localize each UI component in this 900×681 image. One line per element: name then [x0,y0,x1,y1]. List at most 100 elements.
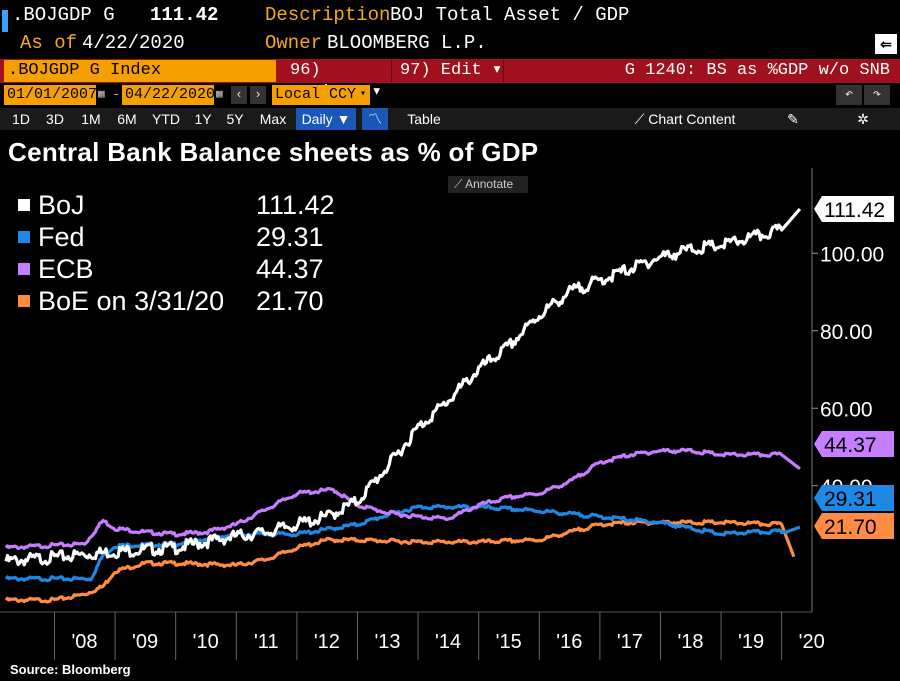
legend: BoJ 111.42 Fed 29.31 ECB 44.37 BoE on 3/… [8,180,348,320]
last-value-tag-label: 21.70 [824,516,877,539]
back-arrow-icon[interactable]: ⇐ [875,34,897,54]
legend-name: ECB [38,254,94,284]
legend-row-fed: Fed 29.31 [8,222,348,252]
series-line-fed [4,503,801,583]
end-date-input[interactable]: 04/22/2020 [122,85,215,105]
last-value-tag-label: 29.31 [824,488,877,511]
last-value-tag-bg [814,485,894,511]
last-value-tag-bg [814,431,894,457]
x-tick-label: '16 [556,631,582,653]
x-tick-label: '10 [193,631,219,653]
x-tick-label: '11 [254,631,279,653]
description: BOJ Total Asset / GDP [390,4,630,26]
chart-content-icon: ⟋ [634,111,649,127]
annotate-icon: ⟋ [454,177,466,191]
period-1y[interactable]: 1Y [194,111,212,127]
legend-row-boj: BoJ 111.42 [8,190,348,220]
as-of-label: As of [20,32,78,54]
x-tick-label: '14 [435,631,461,653]
x-tick-label: '20 [799,631,825,653]
x-tick-label: '13 [374,631,400,653]
x-tick-label: '12 [314,631,340,653]
y-tick-label: 80.00 [820,321,873,344]
period-5y[interactable]: 5Y [226,111,244,127]
chart-content-button[interactable]: ⟋ Chart Content [620,108,750,130]
chart-title: Central Bank Balance sheets as % of GDP [8,137,539,167]
prev-period-button[interactable]: ‹ [231,86,247,104]
toolbar: 1D 3D 1M 6M YTD 1Y 5Y Max Daily ▼ 〽 Tabl… [0,108,900,130]
owner-label: Owner [265,32,323,54]
y-tick-label: 100.00 [820,243,884,266]
x-tick-label: '09 [132,631,158,653]
chart-content-label: Chart Content [648,111,736,127]
last-value-tag-bg [814,196,894,222]
currency-select[interactable]: Local CCY ▾ [272,85,370,105]
start-date-input[interactable]: 01/01/2007 [4,85,97,105]
period-max[interactable]: Max [259,111,287,127]
calendar-icon[interactable]: ▦ [98,89,105,101]
last-value-tag-boe: 21.70 [814,513,894,539]
x-tick-label: '18 [677,631,703,653]
legend-value: 44.37 [256,254,324,284]
legend-swatch [18,263,30,275]
legend-name: BoE on 3/31/20 [38,286,225,316]
as-of-date: 4/22/2020 [82,32,185,54]
line-chart-icon[interactable]: 〽 [362,108,388,130]
next-period-button[interactable]: › [250,86,266,104]
y-tick-label: 60.00 [820,398,873,421]
last-value: 111.42 [150,4,219,26]
x-tick-label: '15 [496,631,522,653]
last-value-tag-bg [814,513,894,539]
header-row-1: .BOJGDP G 111.42 Description BOJ Total A… [0,4,900,32]
annotate-label: Annotate [465,177,514,191]
legend-value: 29.31 [256,222,324,252]
date-separator: - [112,87,121,103]
legend-row-boe: BoE on 3/31/20 21.70 [8,286,348,316]
legend-row-ecb: ECB 44.37 [8,254,348,284]
legend-name: BoJ [38,190,85,220]
last-value-tag-label: 44.37 [824,434,877,457]
period-ytd[interactable]: YTD [152,111,180,127]
frequency-select[interactable]: Daily ▼ [296,108,356,130]
header-row-2: As of 4/22/2020 Owner BLOOMBERG L.P. [0,32,900,58]
x-tick-label: '17 [617,631,643,653]
ticker: .BOJGDP G [12,4,115,26]
gear-icon[interactable]: ✲ [857,111,869,127]
table-button[interactable]: Table [407,111,441,127]
x-tick-label: '19 [738,631,764,653]
legend-swatch [18,199,30,211]
annotate-button[interactable]: ⟋ Annotate [448,176,528,193]
description-label: Description [265,4,391,26]
date-bar: 01/01/2007 ▦ - 04/22/2020 ▦ ‹ › Local CC… [0,85,900,107]
period-3d[interactable]: 3D [46,111,64,127]
edit-icon[interactable]: ✎ [787,111,799,127]
x-tick-label: '08 [71,631,97,653]
function-code: G 1240: BS as %GDP w/o SNB [624,61,890,80]
edit-menu[interactable]: 97) Edit ▾ [394,60,504,82]
calendar-icon[interactable]: ▦ [216,89,223,101]
last-value-tag-label: 111.42 [824,199,885,222]
source-note: Source: Bloomberg [10,662,131,677]
legend-swatch [18,231,30,243]
security-marker [2,10,8,32]
last-value-tag-boj: 111.42 [814,196,894,222]
period-1d[interactable]: 1D [12,111,30,127]
period-6m[interactable]: 6M [117,111,137,127]
legend-swatch [18,295,30,307]
redo-icon[interactable]: ↷ [864,85,890,105]
undo-icon[interactable]: ↶ [836,85,862,105]
legend-value: 111.42 [256,190,335,220]
security-input[interactable]: .BOJGDP G Index [4,60,276,82]
last-value-tag-ecb: 44.37 [814,431,894,457]
period-1m[interactable]: 1M [81,111,101,127]
series-line-ecb [4,447,801,551]
last-value-tag-fed: 29.31 [814,485,894,511]
series-line-boj [4,207,802,567]
legend-value: 21.70 [256,286,324,316]
chevron-down-icon: ▾ [359,89,366,100]
owner: BLOOMBERG L.P. [327,32,487,54]
series-line-boe [4,519,796,604]
legend-name: Fed [38,222,85,252]
currency-value: Local CCY [275,86,357,103]
